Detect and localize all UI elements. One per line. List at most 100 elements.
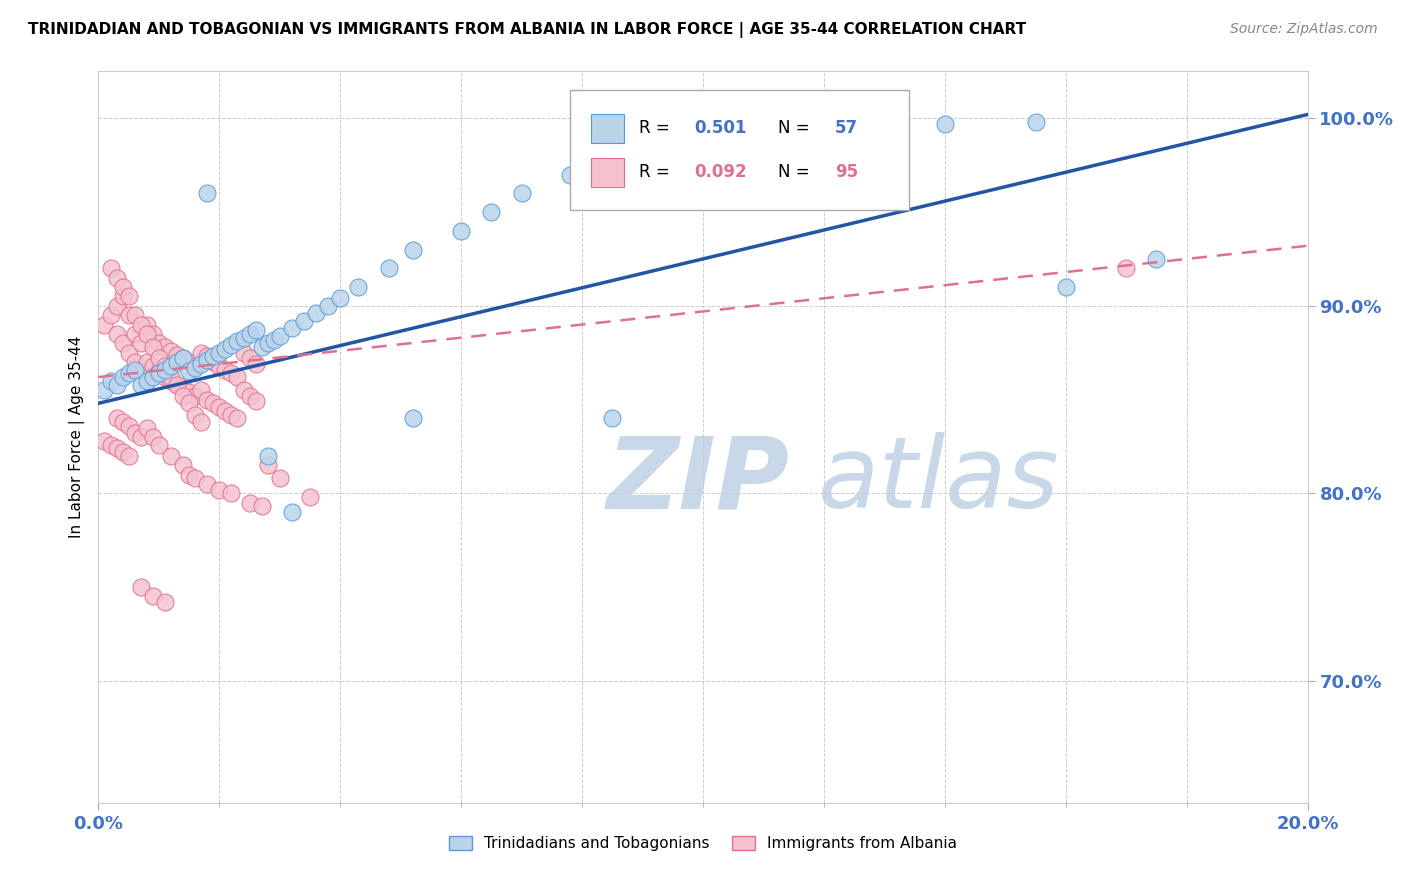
Point [142, 590, 165, 604]
Point [195, 350, 218, 364]
Point [208, 483, 231, 497]
Point [208, 345, 231, 359]
Point [752, 134, 775, 148]
Point [111, 415, 134, 429]
Point [602, 158, 624, 172]
Point [221, 338, 243, 352]
Point [160, 359, 183, 373]
Point [135, 420, 157, 434]
Point [100, 308, 122, 322]
Point [124, 355, 146, 369]
Point [105, 270, 128, 285]
Point [135, 318, 157, 332]
Point [111, 280, 134, 294]
Point [1054, 280, 1077, 294]
Point [558, 168, 581, 182]
Point [221, 408, 243, 422]
Point [142, 370, 165, 384]
Point [172, 351, 194, 366]
Point [202, 396, 225, 410]
Point [142, 430, 165, 444]
Point [160, 370, 183, 384]
Point [934, 117, 956, 131]
Point [202, 350, 225, 364]
Point [111, 336, 134, 351]
Point [148, 437, 170, 451]
Point [160, 374, 183, 388]
Point [644, 149, 666, 163]
Point [93, 318, 115, 332]
Point [93, 434, 115, 448]
Point [153, 359, 176, 373]
Point [299, 490, 322, 504]
Point [281, 321, 304, 335]
Point [256, 458, 278, 473]
Point [263, 333, 285, 347]
Point [202, 355, 225, 369]
Point [214, 342, 236, 356]
Point [172, 351, 194, 366]
Point [179, 467, 201, 482]
Point [172, 381, 194, 395]
Point [195, 392, 218, 407]
Point [245, 357, 267, 371]
Point [184, 471, 207, 485]
Point [111, 445, 134, 459]
Point [100, 437, 122, 451]
Point [602, 411, 624, 425]
Point [305, 306, 328, 320]
Point [179, 355, 201, 369]
Point [129, 318, 152, 332]
Point [135, 374, 157, 388]
Point [226, 334, 249, 349]
Point [179, 385, 201, 400]
Point [239, 326, 262, 341]
Point [692, 139, 714, 153]
Text: N =: N = [778, 163, 815, 181]
Point [184, 360, 207, 375]
Point [221, 486, 243, 500]
Point [214, 404, 236, 418]
Point [105, 299, 128, 313]
Point [329, 291, 352, 305]
Point [281, 505, 304, 519]
Point [118, 345, 141, 359]
Point [269, 471, 291, 485]
Point [153, 362, 176, 376]
Y-axis label: In Labor Force | Age 35-44: In Labor Force | Age 35-44 [69, 336, 84, 538]
Point [160, 449, 183, 463]
Point [208, 400, 231, 414]
Bar [591, 158, 624, 187]
Point [172, 458, 194, 473]
Point [118, 449, 141, 463]
Point [239, 389, 262, 403]
Point [105, 411, 128, 425]
Point [135, 326, 157, 341]
Point [118, 418, 141, 433]
Point [292, 314, 315, 328]
Point [166, 355, 188, 369]
Point [510, 186, 533, 201]
Point [239, 496, 262, 510]
Point [153, 595, 176, 609]
Point [269, 328, 291, 343]
Text: 0.501: 0.501 [695, 120, 747, 137]
Bar [591, 114, 624, 143]
Point [316, 299, 339, 313]
Point [148, 367, 170, 381]
Point [195, 477, 218, 491]
Point [245, 323, 267, 337]
Text: atlas: atlas [818, 433, 1060, 530]
Point [153, 340, 176, 354]
Point [148, 336, 170, 351]
Point [105, 442, 128, 456]
Point [226, 411, 249, 425]
Point [245, 394, 267, 409]
Text: R =: R = [638, 120, 675, 137]
FancyBboxPatch shape [569, 90, 908, 211]
Point [105, 326, 128, 341]
Point [124, 308, 146, 322]
Text: Source: ZipAtlas.com: Source: ZipAtlas.com [1230, 22, 1378, 37]
Point [129, 377, 152, 392]
Point [190, 415, 212, 429]
